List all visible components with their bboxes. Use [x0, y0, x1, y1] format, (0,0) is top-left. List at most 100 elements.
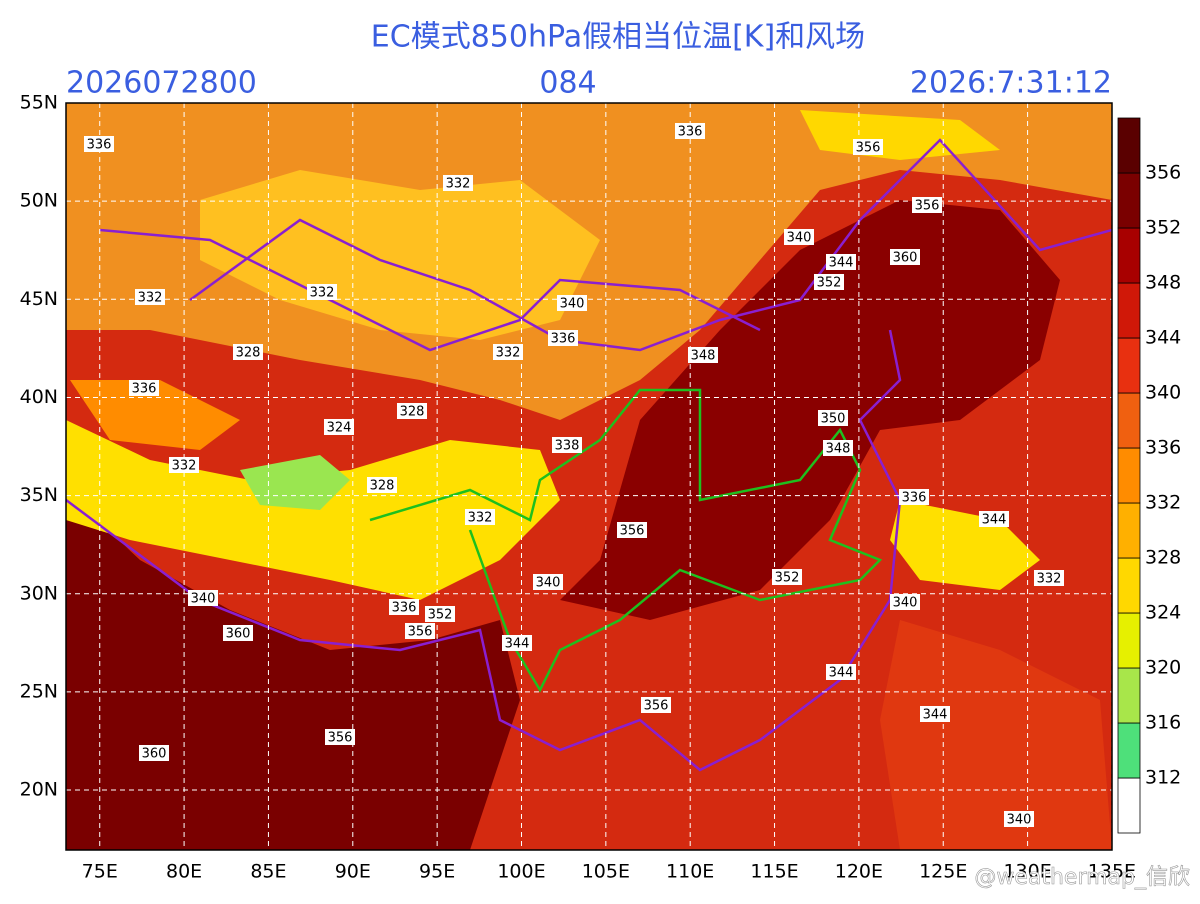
- forecast-hour: 084: [539, 66, 596, 101]
- contour-label-box: [233, 344, 263, 360]
- contour-label-box: [688, 347, 718, 363]
- contour-label-box: [818, 410, 848, 426]
- contour-label: 336: [132, 382, 157, 397]
- contour-label-box: [443, 175, 473, 191]
- contour-label: 328: [370, 479, 395, 494]
- contour-label-box: [1004, 811, 1034, 827]
- run-time: 2026072800: [66, 66, 257, 101]
- contour-label: 336: [87, 138, 112, 153]
- contour-label-box: [223, 625, 253, 641]
- contour-label-box: [772, 569, 802, 585]
- contour-label-box: [389, 599, 419, 615]
- contour-label-box: [502, 635, 532, 651]
- contour-label-box: [307, 284, 337, 300]
- contour-label: 356: [644, 699, 669, 714]
- contour-label: 340: [560, 297, 585, 312]
- contour-label-box: [135, 289, 165, 305]
- contour-label: 348: [691, 349, 716, 364]
- contour-label: 336: [551, 332, 576, 347]
- lon-label: 75E: [82, 861, 118, 883]
- colorbar-label: 348: [1145, 272, 1181, 294]
- contour-label: 328: [400, 405, 425, 420]
- map-frame: [65, 102, 1113, 851]
- contour-label: 356: [856, 141, 881, 156]
- lon-label: 95E: [419, 861, 455, 883]
- contour-label: 340: [787, 231, 812, 246]
- colorbar-swatch: [1117, 172, 1141, 229]
- map-field: 336 332 336 332 332 340 336 332 328 336 324 328 332 3…: [66, 103, 1112, 850]
- contour-label-box: [169, 457, 199, 473]
- contour-label: 344: [982, 513, 1007, 528]
- contour-label-box: [367, 477, 397, 493]
- lat-label: 35N: [20, 484, 58, 506]
- lat-label: 20N: [20, 779, 58, 801]
- colorbar-label: 316: [1145, 712, 1181, 734]
- contour-label-box: [826, 664, 856, 680]
- contour-label: 344: [829, 666, 854, 681]
- lon-label: 85E: [250, 861, 286, 883]
- contour-label: 352: [817, 276, 842, 291]
- contour-label-box: [890, 249, 920, 265]
- contour-label: 332: [138, 291, 163, 306]
- contour-label-box: [826, 254, 856, 270]
- colorbar-swatch: [1117, 282, 1141, 339]
- contour-label-box: [979, 511, 1009, 527]
- lon-label: 130E: [1003, 861, 1051, 883]
- contour-label: 344: [923, 708, 948, 723]
- lon-label: 110E: [666, 861, 714, 883]
- title: EC模式850hPa假相当位温[K]和风场: [371, 20, 865, 55]
- colorbar-swatch: [1117, 337, 1141, 394]
- contour-label: 350: [821, 412, 846, 427]
- colorbar-label: 336: [1145, 437, 1181, 459]
- colorbar-label: 356: [1145, 162, 1181, 184]
- contour-label: 360: [893, 251, 918, 266]
- contour-label: 338: [555, 439, 580, 454]
- contour-label: 332: [496, 346, 521, 361]
- contour-label-box: [814, 274, 844, 290]
- contour-label-box: [129, 380, 159, 396]
- contour-label: 360: [142, 747, 167, 762]
- contour-label-box: [188, 590, 218, 606]
- contour-label-box: [899, 489, 929, 505]
- lon-label: 80E: [166, 861, 202, 883]
- contour-label: 332: [172, 459, 197, 474]
- contour-label: 332: [310, 286, 335, 301]
- contour-label-box: [397, 403, 427, 419]
- contour-label: 348: [826, 442, 851, 457]
- contour-label: 356: [328, 731, 353, 746]
- contour-label: 340: [536, 576, 561, 591]
- contour-label-box: [823, 440, 853, 456]
- colorbar-label: 340: [1145, 382, 1181, 404]
- contour-label: 352: [428, 608, 453, 623]
- colorbar-swatch: [1117, 557, 1141, 614]
- contour-label: 332: [468, 511, 493, 526]
- lon-label: 120E: [835, 861, 883, 883]
- lat-label: 50N: [20, 190, 58, 212]
- colorbar-swatch: [1117, 502, 1141, 559]
- lat-label: 55N: [20, 92, 58, 114]
- contour-label: 356: [620, 524, 645, 539]
- contour-label-box: [465, 509, 495, 525]
- colorbar-swatch: [1117, 722, 1141, 779]
- colorbar-swatch: [1117, 667, 1141, 724]
- contour-label: 340: [893, 596, 918, 611]
- contour-label-box: [1034, 570, 1064, 586]
- lon-label: 135E: [1088, 861, 1136, 883]
- colorbar-label: 312: [1145, 767, 1181, 789]
- contour-label: 328: [236, 346, 261, 361]
- lon-label: 125E: [919, 861, 967, 883]
- contour-label-box: [325, 729, 355, 745]
- contour-label-box: [784, 229, 814, 245]
- colorbar-swatch: [1117, 392, 1141, 449]
- contour-label: 336: [902, 491, 927, 506]
- colorbar-label: 332: [1145, 492, 1181, 514]
- contour-label: 340: [1007, 813, 1032, 828]
- contour-label: 340: [191, 592, 216, 607]
- contour-label: 332: [1037, 572, 1062, 587]
- watermark: @weathermap_信欣: [974, 865, 1190, 890]
- lon-label: 115E: [750, 861, 798, 883]
- colorbar-swatch: [1117, 117, 1141, 174]
- contour-label-box: [493, 344, 523, 360]
- contour-label-box: [405, 623, 435, 639]
- colorbar-swatch: [1117, 227, 1141, 284]
